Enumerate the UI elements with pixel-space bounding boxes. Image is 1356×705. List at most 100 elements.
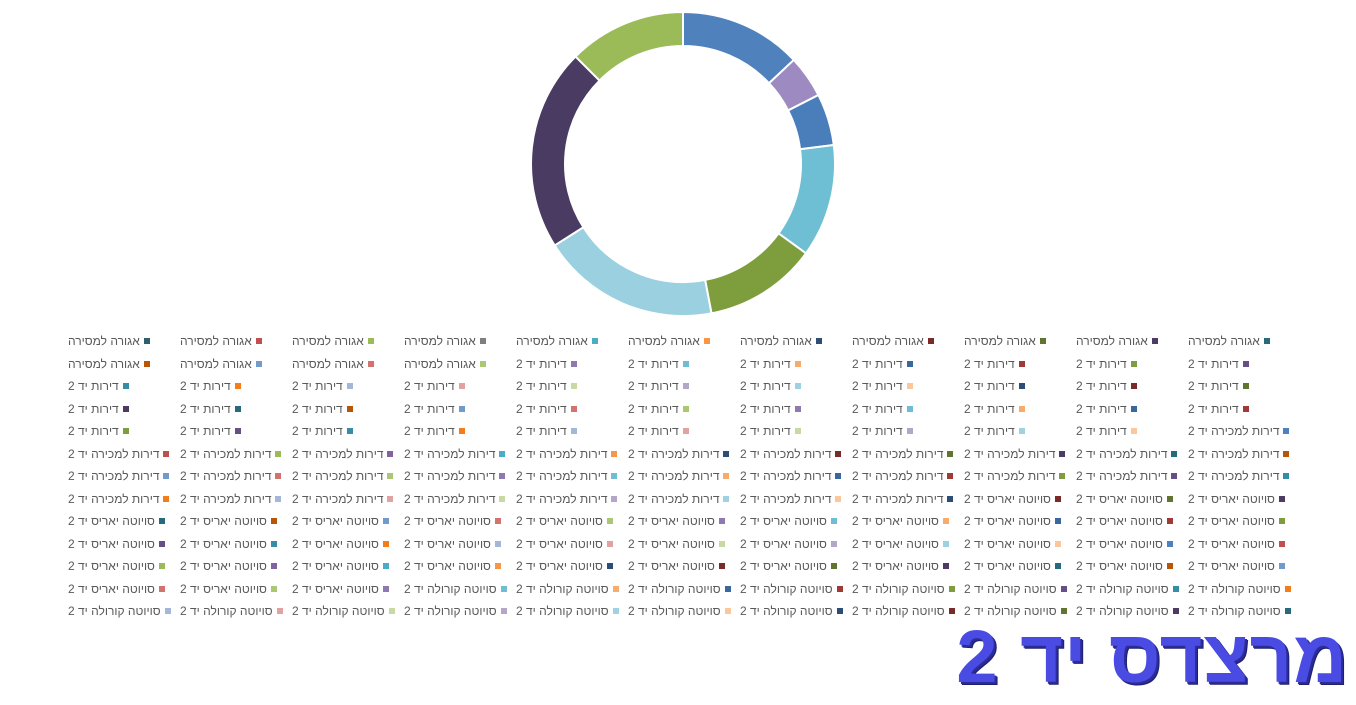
legend-label: סויוטה יאריס יד 2: [1188, 514, 1275, 528]
legend-item: דירות למכירה יד 2: [180, 445, 292, 463]
legend-item: דירות יד 2: [1076, 355, 1188, 373]
legend-item: דירות יד 2: [740, 422, 852, 440]
legend-label: סויוטה קורולה יד 2: [1188, 581, 1281, 596]
legend-item: סויוטה יאריס יד 2: [180, 557, 292, 575]
legend-swatch: [270, 585, 277, 592]
legend-label: דירות למכירה יד 2: [68, 446, 160, 461]
legend-label: סויוטה קורולה יד 2: [404, 604, 497, 618]
legend-item: אגורה למסירה: [180, 355, 292, 373]
legend-label: דירות למכירה יד 2: [516, 446, 608, 461]
legend-label: דירות יד 2: [404, 424, 455, 438]
legend-item: סויוטה יאריס יד 2: [1188, 557, 1300, 575]
legend-label: דירות יד 2: [628, 401, 679, 416]
legend-swatch: [387, 473, 394, 479]
legend-label: סויוטה יאריס יד 2: [964, 536, 1051, 551]
legend-label: דירות יד 2: [740, 424, 791, 438]
legend-swatch: [947, 473, 954, 479]
legend-item: סויוטה קורולה יד 2: [1188, 602, 1300, 620]
legend-label: דירות יד 2: [628, 356, 679, 371]
legend-label: דירות יד 2: [1188, 379, 1239, 393]
legend-swatch: [275, 495, 282, 502]
legend-label: סויוטה יאריס יד 2: [404, 514, 491, 528]
legend-item: סויוטה יאריס יד 2: [740, 557, 852, 575]
legend-label: סויוטה יאריס יד 2: [1076, 514, 1163, 528]
legend-item: סויוטה קורולה יד 2: [740, 602, 852, 620]
legend-label: אגורה למסירה: [180, 356, 252, 371]
legend-label: סויוטה קורולה יד 2: [180, 604, 273, 618]
legend-swatch: [794, 360, 801, 367]
legend-item: דירות יד 2: [292, 377, 404, 395]
legend-item: סויוטה קורולה יד 2: [404, 602, 516, 620]
legend-item: דירות למכירה יד 2: [292, 467, 404, 485]
legend-swatch: [1130, 428, 1137, 434]
legend-swatch: [723, 495, 730, 502]
legend-item: דירות יד 2: [516, 422, 628, 440]
legend-swatch: [1283, 473, 1290, 479]
legend-swatch: [682, 428, 689, 434]
legend-label: דירות יד 2: [516, 424, 567, 438]
legend-label: סויוטה יאריס יד 2: [68, 581, 155, 596]
legend-label: דירות יד 2: [852, 379, 903, 393]
legend-item: דירות למכירה יד 2: [628, 467, 740, 485]
legend-label: אגורה למסירה: [740, 334, 812, 348]
legend-swatch: [1130, 405, 1137, 412]
legend-item: דירות יד 2: [516, 400, 628, 418]
legend-label: דירות יד 2: [1076, 424, 1127, 438]
legend-swatch: [163, 495, 170, 502]
legend-swatch: [1242, 383, 1249, 389]
legend-swatch: [830, 563, 837, 569]
legend-swatch: [1166, 563, 1173, 569]
legend-label: דירות יד 2: [68, 424, 119, 438]
legend-swatch: [387, 450, 394, 457]
legend-item: דירות למכירה יד 2: [964, 445, 1076, 463]
legend-swatch: [1018, 383, 1025, 389]
legend-label: אגורה למסירה: [180, 334, 252, 348]
legend-label: אגורה למסירה: [68, 356, 140, 371]
legend-item: דירות יד 2: [964, 377, 1076, 395]
legend-item: אגורה למסירה: [516, 332, 628, 350]
legend-label: סויוטה יאריס יד 2: [1076, 491, 1163, 506]
legend-label: דירות יד 2: [964, 356, 1015, 371]
legend-swatch: [367, 338, 374, 344]
legend-label: דירות למכירה יד 2: [628, 446, 720, 461]
legend-label: אגורה למסירה: [1188, 334, 1260, 348]
legend-swatch: [1284, 585, 1291, 592]
legend-swatch: [499, 473, 506, 479]
legend-label: אגורה למסירה: [852, 334, 924, 348]
legend-item: סויוטה יאריס יד 2: [964, 535, 1076, 553]
legend-item: סויוטה יאריס יד 2: [68, 557, 180, 575]
legend-label: אגורה למסירה: [292, 356, 364, 371]
legend-item: דירות יד 2: [740, 400, 852, 418]
legend-swatch: [611, 473, 618, 479]
legend-swatch: [367, 360, 374, 367]
brand-title: מרצדס יד 2: [956, 615, 1348, 698]
legend-swatch: [346, 405, 353, 412]
legend-label: דירות יד 2: [516, 401, 567, 416]
legend-item: דירות יד 2: [404, 377, 516, 395]
legend-swatch: [948, 585, 955, 592]
legend-label: דירות למכירה יד 2: [180, 469, 272, 483]
legend-swatch: [718, 518, 725, 524]
legend-swatch: [234, 383, 241, 389]
legend-item: דירות יד 2: [852, 400, 964, 418]
legend-item: דירות למכירה יד 2: [1076, 467, 1188, 485]
legend-item: דירות למכירה יד 2: [1188, 467, 1300, 485]
legend-swatch: [270, 518, 277, 524]
legend-label: דירות למכירה יד 2: [1188, 469, 1280, 483]
legend-swatch: [815, 338, 822, 344]
legend-item: סויוטה יאריס יד 2: [516, 512, 628, 530]
legend-label: סויוטה יאריס יד 2: [740, 559, 827, 573]
legend-swatch: [1263, 338, 1270, 344]
legend-swatch: [270, 540, 277, 547]
legend-label: סויוטה יאריס יד 2: [68, 536, 155, 551]
legend-item: סויוטה קורולה יד 2: [964, 580, 1076, 598]
legend-item: סויוטה יאריס יד 2: [404, 535, 516, 553]
legend-label: סויוטה יאריס יד 2: [180, 514, 267, 528]
legend-swatch: [942, 518, 949, 524]
legend-swatch: [122, 405, 129, 412]
legend-item: סויוטה קורולה יד 2: [852, 580, 964, 598]
legend-label: דירות יד 2: [68, 379, 119, 393]
legend-item: אגורה למסירה: [1076, 332, 1188, 350]
doughnut-slice-1: [682, 10, 796, 85]
legend-swatch: [718, 563, 725, 569]
